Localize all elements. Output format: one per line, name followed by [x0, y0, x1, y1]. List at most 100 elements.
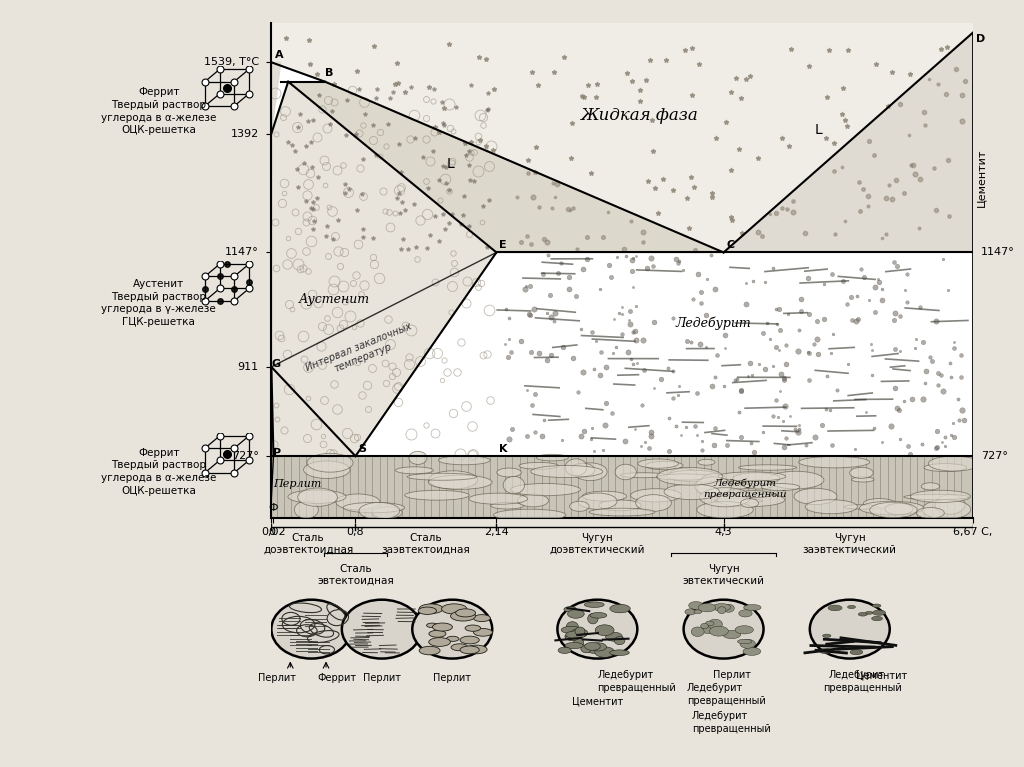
- Text: L: L: [446, 156, 454, 171]
- Ellipse shape: [294, 501, 318, 518]
- Ellipse shape: [599, 500, 641, 511]
- Ellipse shape: [665, 484, 720, 499]
- Ellipse shape: [742, 480, 774, 489]
- Ellipse shape: [595, 625, 614, 636]
- Text: Ледебурит: Ледебурит: [692, 711, 749, 721]
- Ellipse shape: [581, 645, 592, 653]
- Ellipse shape: [303, 461, 350, 479]
- Ellipse shape: [473, 628, 493, 636]
- Ellipse shape: [409, 451, 427, 464]
- Ellipse shape: [413, 600, 493, 659]
- Ellipse shape: [715, 499, 763, 503]
- Ellipse shape: [708, 619, 722, 629]
- Ellipse shape: [828, 605, 842, 611]
- Ellipse shape: [844, 505, 879, 509]
- Ellipse shape: [573, 638, 584, 647]
- Ellipse shape: [565, 636, 579, 640]
- Ellipse shape: [428, 475, 493, 489]
- Text: Сталь
эвтектоидная: Сталь эвтектоидная: [317, 564, 394, 586]
- Text: Аустенит: Аустенит: [299, 293, 370, 306]
- Ellipse shape: [565, 633, 580, 640]
- Ellipse shape: [609, 650, 630, 656]
- Ellipse shape: [848, 605, 855, 608]
- Text: G: G: [271, 359, 281, 369]
- Ellipse shape: [503, 476, 524, 494]
- Text: Цементит: Цементит: [856, 670, 907, 680]
- Ellipse shape: [852, 477, 874, 482]
- Polygon shape: [497, 33, 973, 252]
- Text: Сталь
доэвтектоидная: Сталь доэвтектоидная: [263, 533, 353, 555]
- Text: C: C: [727, 239, 735, 249]
- Ellipse shape: [473, 614, 490, 621]
- Ellipse shape: [465, 625, 480, 631]
- Text: Аустенит
Твердый раствор
углерода в γ-железе
ГЦК-решетка: Аустенит Твердый раствор углерода в γ-же…: [101, 278, 216, 328]
- Ellipse shape: [794, 489, 837, 505]
- Ellipse shape: [916, 508, 944, 518]
- Ellipse shape: [685, 609, 695, 615]
- Text: превращенный: превращенный: [823, 683, 902, 693]
- Ellipse shape: [456, 609, 475, 617]
- Ellipse shape: [698, 604, 716, 612]
- Ellipse shape: [656, 474, 714, 480]
- Text: 727°: 727°: [981, 451, 1008, 461]
- Text: Чугун
доэвтектический: Чугун доэвтектический: [550, 533, 645, 555]
- Ellipse shape: [288, 490, 346, 503]
- Text: превращенный: превращенный: [597, 683, 676, 693]
- Ellipse shape: [460, 646, 479, 653]
- Ellipse shape: [565, 643, 584, 649]
- Ellipse shape: [735, 491, 772, 498]
- Text: Перлит: Перлит: [273, 479, 322, 489]
- Ellipse shape: [446, 637, 459, 641]
- Text: Феррит
Твердый раствор
углерода в α-железе
ОЦК-решетка: Феррит Твердый раствор углерода в α-желе…: [101, 447, 216, 496]
- Text: Цементит: Цементит: [571, 696, 623, 706]
- Ellipse shape: [519, 463, 558, 469]
- Ellipse shape: [922, 482, 940, 490]
- Ellipse shape: [583, 491, 627, 501]
- Ellipse shape: [684, 600, 764, 659]
- Ellipse shape: [810, 600, 890, 659]
- Ellipse shape: [372, 507, 402, 518]
- Ellipse shape: [689, 601, 703, 610]
- Ellipse shape: [904, 495, 969, 499]
- Ellipse shape: [737, 639, 752, 644]
- Ellipse shape: [441, 604, 467, 614]
- Ellipse shape: [615, 464, 636, 479]
- Ellipse shape: [558, 647, 571, 653]
- Text: K: K: [499, 444, 507, 454]
- Text: Сталь
заэвтектоидная: Сталь заэвтектоидная: [382, 533, 470, 555]
- Polygon shape: [271, 82, 497, 456]
- Text: Ледебурит: Ледебурит: [597, 670, 653, 680]
- Ellipse shape: [865, 611, 872, 614]
- Text: B: B: [325, 67, 334, 78]
- Ellipse shape: [869, 502, 918, 518]
- Ellipse shape: [699, 488, 751, 507]
- Ellipse shape: [718, 472, 785, 481]
- Ellipse shape: [427, 623, 437, 627]
- Ellipse shape: [395, 467, 433, 474]
- Ellipse shape: [859, 502, 924, 515]
- Text: 727°: 727°: [231, 451, 259, 461]
- Text: Перлит: Перлит: [362, 673, 400, 683]
- Ellipse shape: [590, 613, 607, 618]
- Text: A: A: [274, 51, 284, 61]
- Ellipse shape: [566, 631, 586, 638]
- Ellipse shape: [819, 648, 831, 653]
- Ellipse shape: [740, 640, 756, 648]
- Text: Феррит: Феррит: [317, 673, 356, 683]
- Ellipse shape: [761, 483, 800, 491]
- Text: D: D: [976, 35, 985, 44]
- Ellipse shape: [511, 483, 581, 495]
- Ellipse shape: [557, 600, 637, 659]
- Ellipse shape: [530, 466, 603, 478]
- Ellipse shape: [885, 503, 913, 515]
- Ellipse shape: [872, 610, 886, 615]
- Ellipse shape: [733, 472, 780, 484]
- Ellipse shape: [418, 607, 436, 614]
- Ellipse shape: [419, 604, 443, 614]
- Ellipse shape: [614, 637, 625, 645]
- Text: Ледебурит: Ледебурит: [675, 317, 751, 331]
- Ellipse shape: [429, 637, 451, 647]
- Ellipse shape: [342, 600, 422, 659]
- Polygon shape: [288, 82, 724, 252]
- Ellipse shape: [935, 495, 965, 514]
